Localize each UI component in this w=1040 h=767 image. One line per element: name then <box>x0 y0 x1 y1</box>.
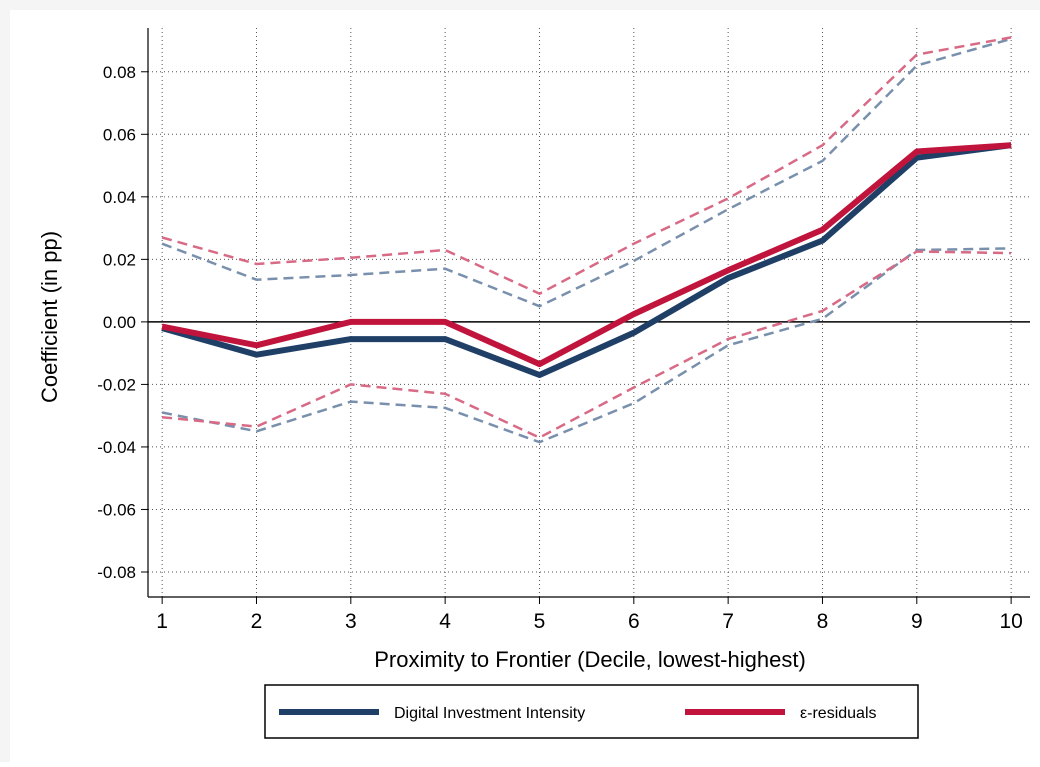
series-line-digital-investment <box>161 142 1012 378</box>
ci-upper-e-residuals <box>161 36 1012 296</box>
x-tick-label: 7 <box>722 610 734 633</box>
axes <box>141 28 1030 604</box>
gridlines <box>148 28 1030 597</box>
legend-label-digital-investment: Digital Investment Intensity <box>394 705 585 722</box>
y-axis-title: Coefficient (in pp) <box>37 231 62 403</box>
x-tick-label: 9 <box>911 610 923 633</box>
ci-lower-e-residuals <box>161 250 1012 439</box>
figure-panel: -0.08 -0.06 -0.04 -0.02 0.00 0.02 0.04 0.06 0.08… <box>10 10 1040 762</box>
x-axis-title: Proximity to Frontier (Decile, lowest-hi… <box>374 647 806 672</box>
ci-upper-digital-investment <box>161 37 1012 308</box>
y-tick-label: -0.02 <box>97 375 136 394</box>
x-tick-label: 6 <box>628 610 640 633</box>
confidence-bands <box>161 36 1012 444</box>
y-tick-label: -0.04 <box>97 438 136 457</box>
x-tick-label: 3 <box>345 610 357 633</box>
estimate-lines <box>161 142 1012 378</box>
x-tick-label: 2 <box>251 610 263 633</box>
x-tick-label: 5 <box>534 610 546 633</box>
y-tick-label: -0.08 <box>97 563 136 582</box>
legend: Digital Investment Intensity ε-residuals <box>264 684 919 739</box>
line-chart: -0.08 -0.06 -0.04 -0.02 0.00 0.02 0.04 0.06 0.08… <box>37 28 1030 739</box>
y-tick-label: 0.04 <box>103 188 136 207</box>
y-tick-label: -0.06 <box>97 500 136 519</box>
y-tick-label: 0.00 <box>103 313 136 332</box>
x-tick-label: 1 <box>156 610 168 633</box>
y-tick-label: 0.02 <box>103 250 136 269</box>
y-tick-label: 0.08 <box>103 63 136 82</box>
legend-label-e-residuals: ε-residuals <box>800 705 877 722</box>
axis-tick-labels: -0.08 -0.06 -0.04 -0.02 0.00 0.02 0.04 0.06 0.08… <box>97 63 1023 633</box>
y-tick-label: 0.06 <box>103 125 136 144</box>
x-tick-label: 4 <box>439 610 451 633</box>
x-tick-label: 10 <box>999 610 1022 633</box>
series-line-e-residuals <box>161 142 1012 368</box>
x-tick-label: 8 <box>817 610 829 633</box>
ci-lower-digital-investment <box>161 247 1012 444</box>
